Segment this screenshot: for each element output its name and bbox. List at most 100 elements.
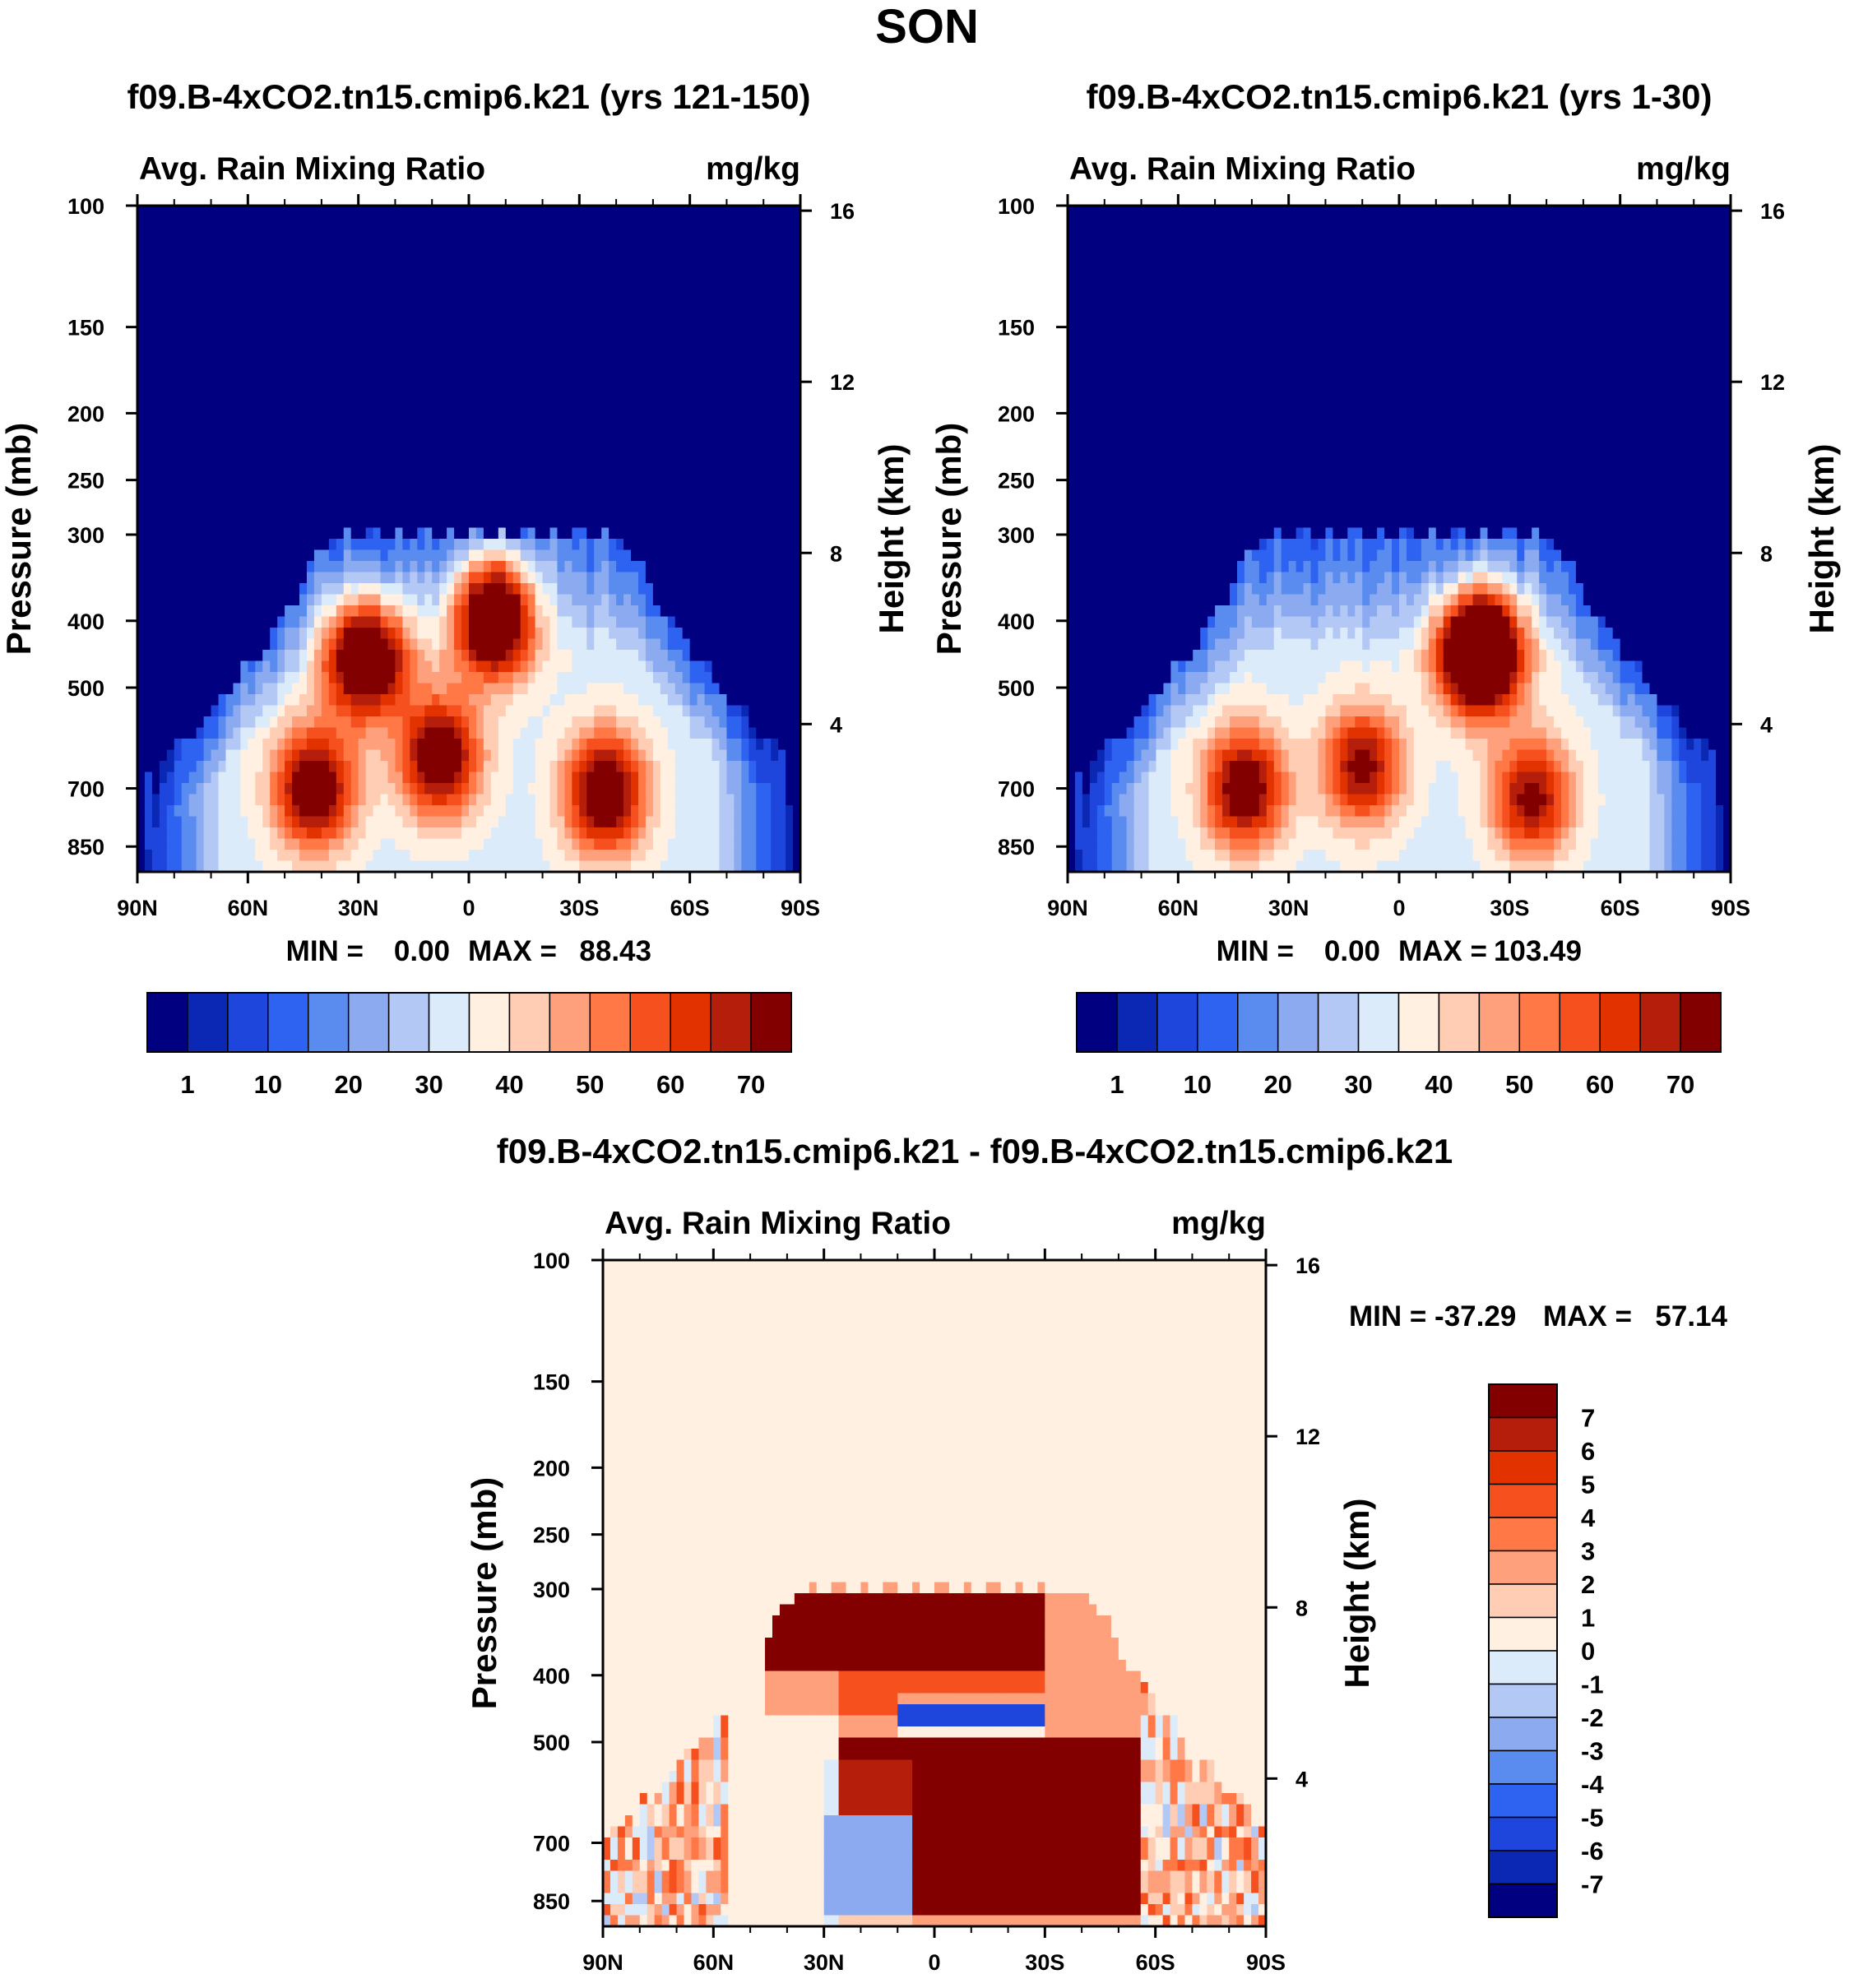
field-cell bbox=[1141, 860, 1150, 872]
field-cell bbox=[1126, 772, 1135, 784]
field-cell bbox=[454, 594, 462, 606]
field-cell bbox=[1443, 805, 1452, 818]
field-cell bbox=[181, 860, 190, 872]
field-cell bbox=[292, 527, 300, 540]
field-cell bbox=[667, 605, 676, 618]
field-cell bbox=[1236, 549, 1245, 562]
field-cell bbox=[579, 683, 587, 695]
field-cell bbox=[1185, 683, 1194, 695]
field-cell bbox=[1178, 727, 1186, 739]
field-cell bbox=[475, 850, 484, 862]
field-cell bbox=[652, 572, 661, 584]
field-cell bbox=[763, 583, 772, 595]
field-cell bbox=[454, 827, 462, 840]
field-cell bbox=[594, 694, 602, 707]
field-cell bbox=[609, 816, 617, 828]
field-cell bbox=[1295, 650, 1305, 662]
field-cell bbox=[188, 827, 197, 840]
field-cell bbox=[1193, 549, 1201, 562]
field-cell bbox=[1295, 549, 1305, 562]
field-cell bbox=[306, 772, 315, 784]
field-cell bbox=[1495, 783, 1503, 795]
field-cell bbox=[1435, 561, 1444, 573]
field-cell bbox=[328, 561, 337, 573]
field-cell bbox=[174, 794, 183, 806]
field-cell bbox=[557, 716, 566, 729]
field-cell bbox=[1333, 616, 1341, 628]
field-cell bbox=[689, 860, 698, 872]
field-cell bbox=[292, 561, 300, 573]
field-cell bbox=[623, 517, 632, 529]
field-cell bbox=[1347, 517, 1356, 529]
field-cell bbox=[1222, 616, 1231, 628]
field-cell bbox=[1392, 694, 1400, 707]
field-cell bbox=[1266, 683, 1275, 695]
field-cell bbox=[1258, 716, 1268, 729]
field-cell bbox=[410, 594, 418, 606]
field-cell bbox=[1126, 638, 1135, 651]
field-cell bbox=[1111, 794, 1120, 806]
field-cell bbox=[660, 683, 669, 695]
field-cell bbox=[719, 549, 728, 562]
field-cell bbox=[1251, 860, 1260, 872]
field-cell bbox=[1170, 739, 1179, 751]
field-cell bbox=[248, 739, 256, 751]
field-cell bbox=[380, 616, 389, 628]
field-cell bbox=[336, 838, 345, 850]
field-cell bbox=[1399, 705, 1407, 717]
field-cell bbox=[1421, 860, 1430, 872]
x-tick-label: 0 bbox=[462, 896, 475, 920]
field-cell bbox=[786, 739, 794, 751]
field-cell bbox=[1362, 660, 1370, 673]
field-cell bbox=[1185, 650, 1194, 662]
field-cell bbox=[358, 761, 367, 773]
field-cell bbox=[704, 716, 713, 729]
field-cell bbox=[1126, 594, 1135, 606]
field-cell bbox=[343, 628, 352, 640]
field-cell bbox=[1428, 739, 1437, 751]
field-cell bbox=[336, 561, 345, 573]
field-cell bbox=[1148, 816, 1157, 828]
field-cell bbox=[734, 783, 742, 795]
field-cell bbox=[1443, 694, 1452, 707]
field-cell bbox=[159, 827, 168, 840]
field-cell bbox=[1148, 694, 1157, 707]
field-cell bbox=[682, 739, 691, 751]
field-cell bbox=[1443, 772, 1452, 784]
field-cell bbox=[1111, 660, 1120, 673]
field-cell bbox=[549, 716, 559, 729]
field-cell bbox=[461, 616, 470, 628]
field-cell bbox=[601, 583, 610, 595]
field-cell bbox=[1193, 783, 1201, 795]
y-axis-title: Pressure (mb) bbox=[0, 423, 38, 655]
field-cell bbox=[299, 705, 308, 717]
field-cell bbox=[395, 805, 403, 818]
field-cell bbox=[749, 850, 757, 862]
field-cell bbox=[564, 850, 572, 862]
field-cell bbox=[520, 539, 529, 551]
field-cell bbox=[1096, 716, 1105, 729]
field-cell bbox=[1340, 805, 1348, 818]
field-cell bbox=[461, 549, 470, 562]
field-cell bbox=[1413, 727, 1422, 739]
field-cell bbox=[1251, 838, 1260, 850]
field-cell bbox=[240, 572, 248, 584]
field-cell bbox=[1465, 850, 1474, 862]
field-cell bbox=[652, 827, 661, 840]
field-cell bbox=[645, 816, 654, 828]
field-cell bbox=[1295, 716, 1305, 729]
field-cell bbox=[771, 716, 779, 729]
field-cell bbox=[557, 517, 566, 529]
field-cell bbox=[424, 616, 433, 628]
field-cell bbox=[763, 683, 772, 695]
field-cell bbox=[1074, 517, 1083, 529]
field-cell bbox=[1310, 783, 1319, 795]
field-cell bbox=[1207, 605, 1216, 618]
field-cell bbox=[689, 761, 698, 773]
field-cell bbox=[358, 783, 367, 795]
field-cell bbox=[490, 583, 499, 595]
field-cell bbox=[660, 517, 669, 529]
field-cell bbox=[1524, 616, 1532, 628]
field-cell bbox=[1325, 794, 1333, 806]
field-cell bbox=[719, 860, 728, 872]
